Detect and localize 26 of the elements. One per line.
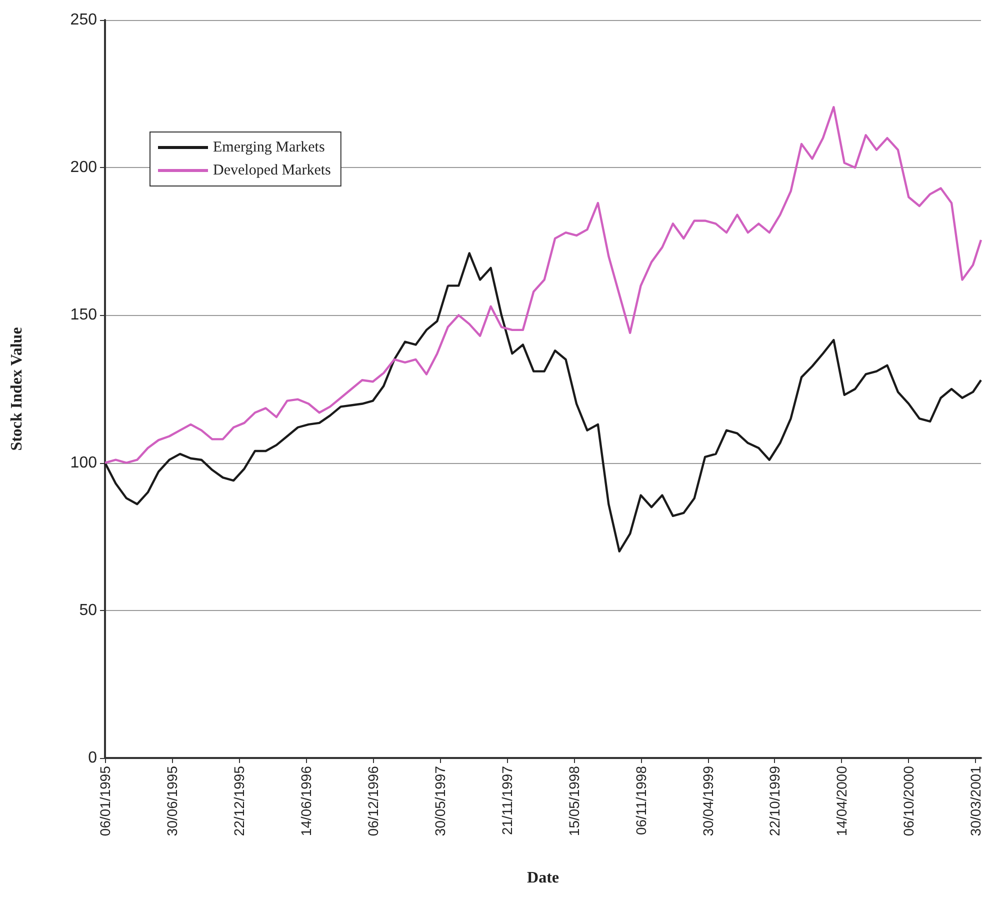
y-tick-label: 50 bbox=[79, 602, 98, 619]
x-tick-label: 30/04/1999 bbox=[700, 766, 716, 836]
line-series bbox=[104, 252, 982, 552]
y-tick-label: 100 bbox=[70, 454, 98, 472]
legend-label: Developed Markets bbox=[213, 162, 332, 178]
x-tick-label: 30/06/1995 bbox=[164, 766, 180, 836]
y-tick-label: 150 bbox=[70, 306, 98, 324]
x-tick-label: 06/12/1996 bbox=[364, 766, 381, 836]
x-tick-label: 30/05/1997 bbox=[432, 766, 448, 836]
x-tick-label: 30/03/2001 bbox=[968, 766, 983, 836]
y-tick-label: 0 bbox=[88, 750, 98, 766]
legend-label: Emerging Markets bbox=[213, 140, 325, 156]
x-tick-label: 22/10/1999 bbox=[766, 766, 783, 836]
x-axis-title: Date bbox=[527, 870, 559, 886]
x-tick-label: 15/05/1998 bbox=[566, 766, 582, 836]
x-tick-label: 06/10/2000 bbox=[900, 766, 917, 836]
x-tick-label: 22/12/1995 bbox=[230, 766, 247, 836]
x-tick-label: 14/06/1996 bbox=[298, 766, 314, 836]
x-tick-label: 06/11/1998 bbox=[632, 766, 649, 836]
x-tick-label: 06/01/1995 bbox=[97, 766, 113, 836]
y-tick-label: 200 bbox=[70, 159, 98, 176]
line-series bbox=[104, 106, 982, 464]
x-tick-label: 21/11/1997 bbox=[498, 766, 515, 836]
x-tick-label: 14/04/2000 bbox=[834, 766, 850, 836]
y-tick-label: 250 bbox=[70, 12, 98, 28]
y-axis-title: Stock Index Value bbox=[8, 327, 26, 451]
